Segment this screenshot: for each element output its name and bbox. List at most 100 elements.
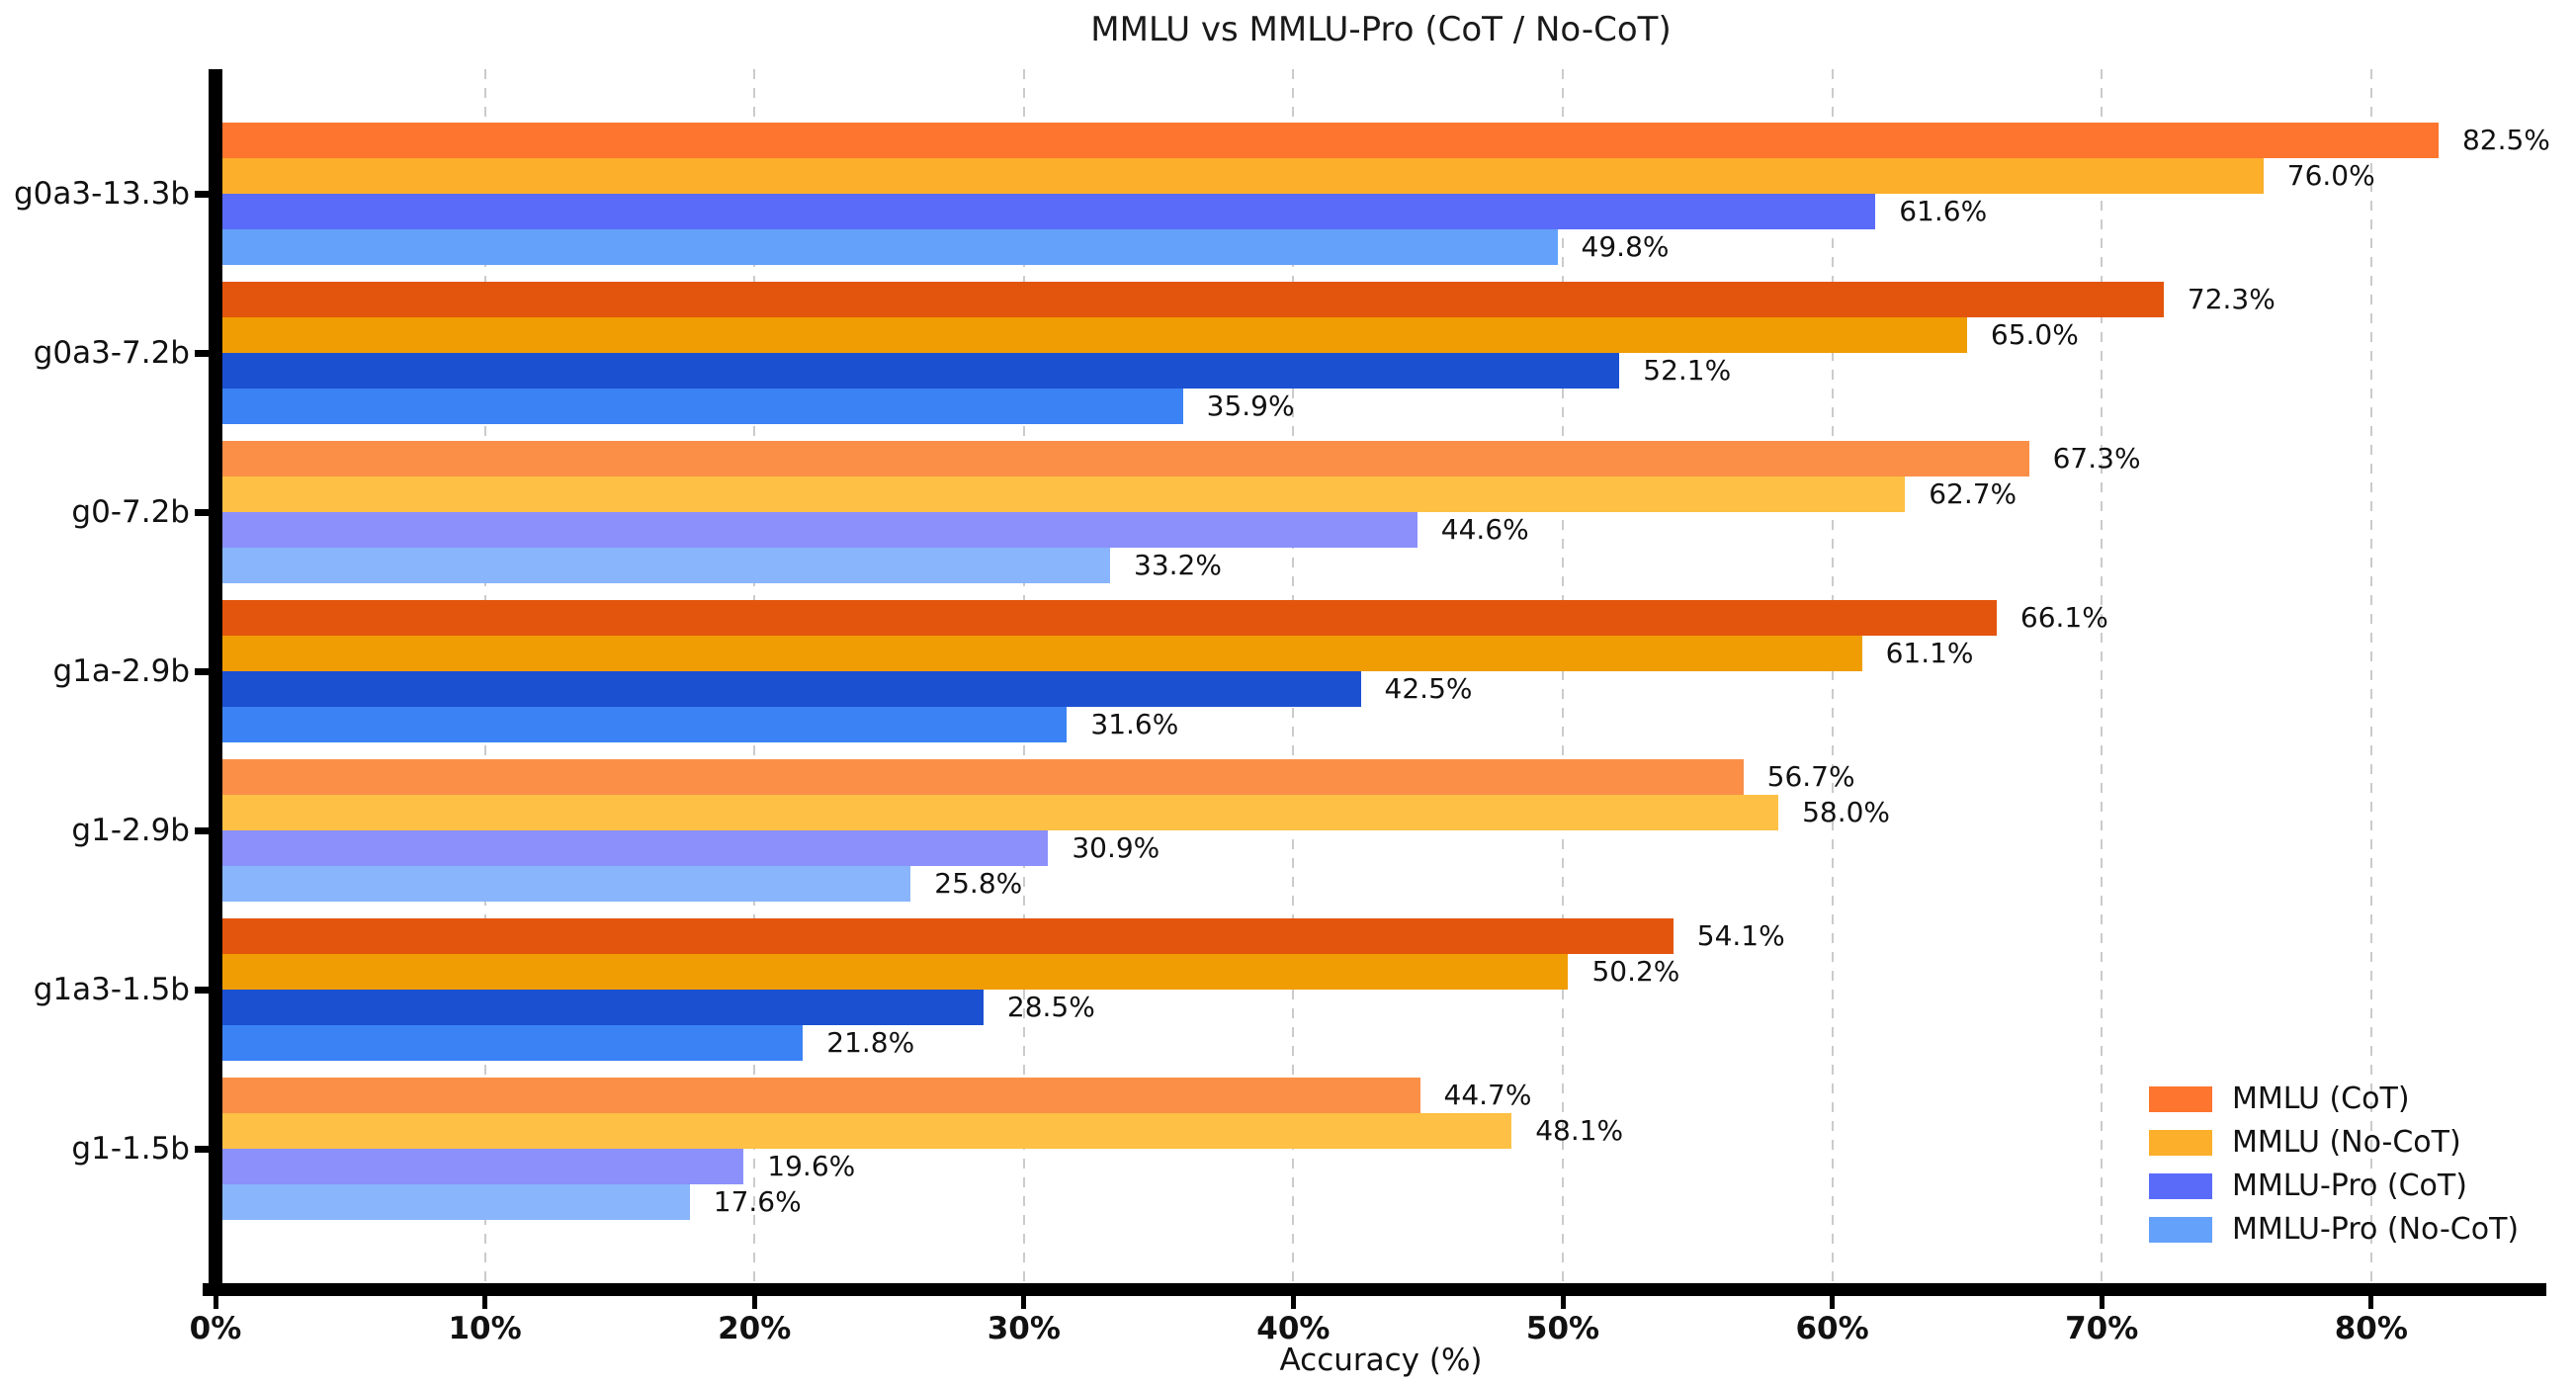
bar-g1-1.5b-MMLU-Pro (No-CoT)	[215, 1184, 690, 1220]
x-tick-mark	[1560, 1296, 1566, 1309]
bar-value-label: 49.8%	[1581, 230, 1670, 263]
bar-g0-7.2b-MMLU-Pro (CoT)	[215, 512, 1417, 548]
bar-value-label: 21.8%	[826, 1026, 915, 1059]
bar-g1-2.9b-MMLU-Pro (CoT)	[215, 830, 1049, 866]
bar-g0a3-7.2b-MMLU (CoT)	[215, 282, 2164, 317]
bar-value-label: 67.3%	[2052, 442, 2141, 475]
bar-value-label: 82.5%	[2461, 124, 2550, 156]
y-tick-label-g1a-2.9b: g1a-2.9b	[52, 653, 190, 689]
bar-g0a3-7.2b-MMLU-Pro (CoT)	[215, 353, 1620, 389]
bar-value-label: 28.5%	[1006, 991, 1095, 1023]
bar-value-label: 25.8%	[934, 867, 1023, 900]
bar-value-label: 61.1%	[1885, 637, 1974, 669]
x-tick-label-20%: 20%	[718, 1311, 792, 1346]
bar-value-label: 31.6%	[1090, 708, 1179, 740]
bar-value-label: 30.9%	[1072, 831, 1160, 864]
x-tick-label-30%: 30%	[987, 1311, 1061, 1346]
x-tick-label-0%: 0%	[189, 1311, 242, 1346]
bar-value-label: 17.6%	[713, 1185, 802, 1218]
bar-g1-1.5b-MMLU-Pro (CoT)	[215, 1149, 744, 1184]
bar-g0-7.2b-MMLU (No-CoT)	[215, 476, 1906, 512]
bar-g0a3-13.3b-MMLU-Pro (No-CoT)	[215, 229, 1558, 265]
y-tick-label-g0a3-13.3b: g0a3-13.3b	[13, 176, 190, 212]
bar-g1a-2.9b-MMLU-Pro (CoT)	[215, 671, 1361, 707]
bar-g1a-2.9b-MMLU (No-CoT)	[215, 636, 1862, 671]
bar-value-label: 44.6%	[1440, 513, 1529, 546]
y-tick-mark	[195, 508, 209, 516]
bar-g1-2.9b-MMLU (CoT)	[215, 759, 1744, 795]
x-tick-mark	[1021, 1296, 1027, 1309]
x-tick-label-70%: 70%	[2065, 1311, 2139, 1346]
x-tick-label-50%: 50%	[1525, 1311, 1600, 1346]
y-tick-mark	[195, 1145, 209, 1153]
bar-g1a3-1.5b-MMLU-Pro (CoT)	[215, 990, 984, 1025]
chart-title: MMLU vs MMLU-Pro (CoT / No-CoT)	[1090, 10, 1672, 49]
bar-value-label: 56.7%	[1766, 760, 1855, 793]
y-tick-label-g1a3-1.5b: g1a3-1.5b	[33, 972, 190, 1007]
y-tick-mark	[195, 826, 209, 834]
bar-g1a-2.9b-MMLU (CoT)	[215, 600, 1997, 636]
bar-g0a3-7.2b-MMLU (No-CoT)	[215, 317, 1967, 353]
plot-area: 82.5% 76.0% 61.6% 49.8% 72.3% 65.0% 52.1% 35.9%…	[203, 69, 2550, 1296]
y-tick-mark	[195, 190, 209, 198]
y-tick-label-g1-1.5b: g1-1.5b	[71, 1131, 190, 1167]
x-tick-mark	[213, 1296, 218, 1309]
x-tick-mark	[751, 1296, 757, 1309]
gridline-60%	[1831, 69, 1834, 1283]
legend-swatch-MMLU-Pro (CoT)	[2149, 1173, 2212, 1199]
bar-value-label: 44.7%	[1443, 1079, 1532, 1111]
legend-label-MMLU-Pro (CoT): MMLU-Pro (CoT)	[2232, 1169, 2467, 1203]
bar-value-label: 35.9%	[1206, 390, 1295, 422]
bar-value-label: 66.1%	[2019, 601, 2108, 634]
bar-g0a3-7.2b-MMLU-Pro (No-CoT)	[215, 389, 1183, 424]
bar-value-label: 65.0%	[1990, 318, 2079, 351]
x-tick-mark	[482, 1296, 488, 1309]
bar-value-label: 19.6%	[767, 1150, 856, 1182]
legend-label-MMLU (CoT): MMLU (CoT)	[2232, 1082, 2410, 1116]
x-tick-label-60%: 60%	[1795, 1311, 1869, 1346]
legend-label-MMLU-Pro (No-CoT): MMLU-Pro (No-CoT)	[2232, 1212, 2520, 1247]
y-tick-mark	[195, 986, 209, 994]
x-tick-label-10%: 10%	[448, 1311, 522, 1346]
legend-swatch-MMLU-Pro (No-CoT)	[2149, 1217, 2212, 1243]
legend-swatch-MMLU (No-CoT)	[2149, 1130, 2212, 1156]
y-tick-label-g0a3-7.2b: g0a3-7.2b	[33, 335, 190, 371]
legend-label-MMLU (No-CoT): MMLU (No-CoT)	[2232, 1125, 2461, 1160]
y-tick-mark	[195, 349, 209, 357]
bar-value-label: 76.0%	[2286, 159, 2375, 192]
x-axis-label: Accuracy (%)	[1279, 1343, 1483, 1378]
bar-value-label: 33.2%	[1134, 549, 1222, 581]
bar-value-label: 62.7%	[1929, 477, 2018, 510]
x-tick-mark	[2099, 1296, 2104, 1309]
bar-g1a3-1.5b-MMLU (No-CoT)	[215, 954, 1569, 990]
bar-g1-1.5b-MMLU (No-CoT)	[215, 1113, 1512, 1149]
y-axis-spine	[209, 69, 222, 1296]
bar-value-label: 54.1%	[1696, 919, 1785, 952]
x-tick-label-80%: 80%	[2334, 1311, 2408, 1346]
bar-value-label: 52.1%	[1643, 354, 1732, 387]
bar-g1-1.5b-MMLU (CoT)	[215, 1078, 1420, 1113]
bar-value-label: 72.3%	[2187, 283, 2275, 315]
y-tick-label-g1-2.9b: g1-2.9b	[71, 813, 190, 848]
x-tick-mark	[2368, 1296, 2374, 1309]
bar-value-label: 58.0%	[1802, 796, 1891, 828]
bar-g0a3-13.3b-MMLU (No-CoT)	[215, 158, 2264, 194]
x-tick-label-40%: 40%	[1256, 1311, 1331, 1346]
bar-g1-2.9b-MMLU (No-CoT)	[215, 795, 1779, 830]
bar-g0a3-13.3b-MMLU-Pro (CoT)	[215, 194, 1876, 229]
bar-g0-7.2b-MMLU-Pro (No-CoT)	[215, 548, 1111, 583]
gridline-70%	[2101, 69, 2104, 1283]
y-tick-label-g0-7.2b: g0-7.2b	[71, 494, 190, 530]
bar-g0a3-13.3b-MMLU (CoT)	[215, 123, 2439, 158]
bar-value-label: 42.5%	[1384, 672, 1473, 705]
bar-g0-7.2b-MMLU (CoT)	[215, 441, 2029, 476]
bar-value-label: 50.2%	[1591, 955, 1680, 988]
legend-swatch-MMLU (CoT)	[2149, 1086, 2212, 1112]
bar-g1a-2.9b-MMLU-Pro (No-CoT)	[215, 707, 1068, 742]
gridline-50%	[1562, 69, 1564, 1283]
bar-value-label: 48.1%	[1535, 1114, 1624, 1147]
y-tick-mark	[195, 667, 209, 675]
bar-g1-2.9b-MMLU-Pro (No-CoT)	[215, 866, 911, 902]
x-tick-mark	[1290, 1296, 1296, 1309]
